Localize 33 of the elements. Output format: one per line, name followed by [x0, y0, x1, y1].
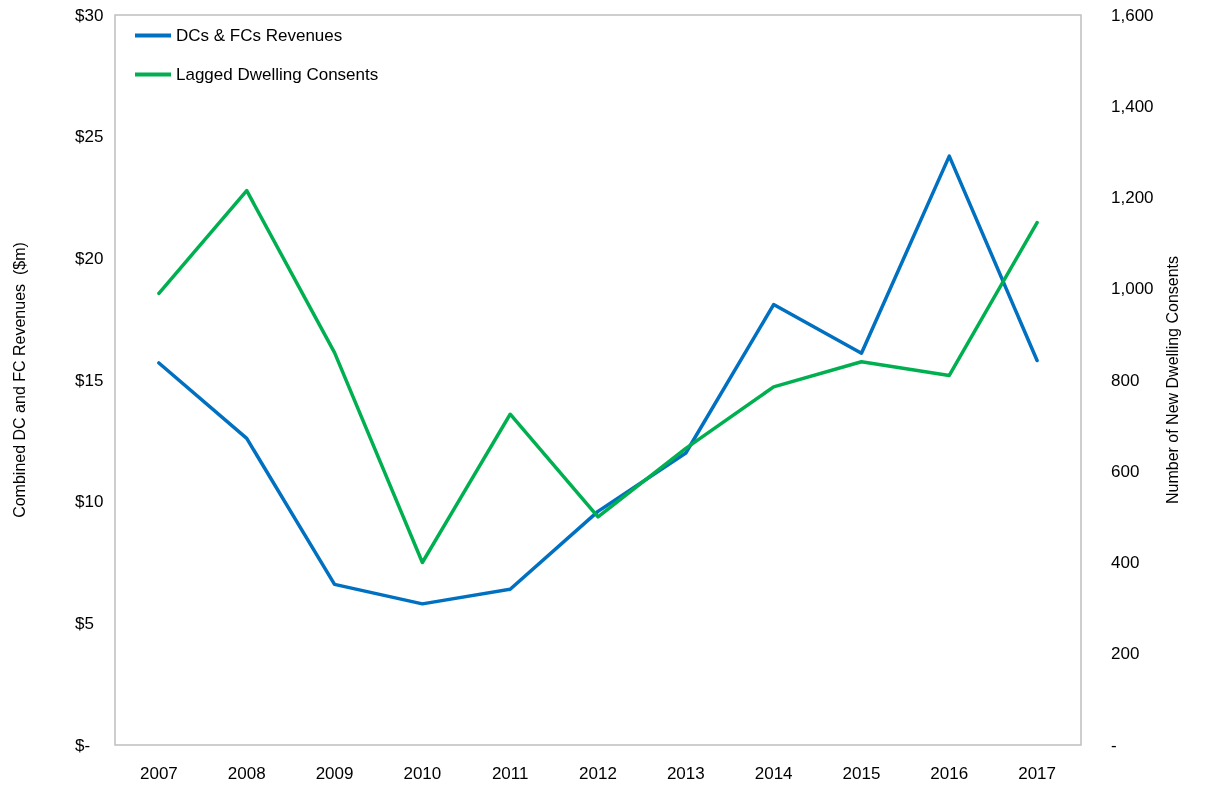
y2-tick-label: 600 — [1111, 461, 1140, 481]
y2-tick-label: 200 — [1111, 644, 1140, 664]
y-tick-label: $- — [75, 735, 91, 755]
y-tick-label: $5 — [75, 613, 94, 633]
line-series — [157, 154, 1039, 606]
x-tick-label: 2017 — [1018, 764, 1057, 783]
x-tick-label: 2007 — [140, 764, 178, 783]
y2-axis-title: Number of New Dwelling Consents — [1163, 255, 1181, 505]
y2-tick-label: 1,200 — [1111, 188, 1154, 207]
y-tick-label: $15 — [75, 370, 104, 390]
x-tick-label: 2016 — [930, 764, 969, 783]
x-tick-label: 2013 — [666, 764, 705, 783]
line-series — [157, 188, 1039, 565]
x-tick-label: 2008 — [227, 764, 266, 783]
y2-tick-label: 1,400 — [1111, 96, 1154, 116]
x-tick-label: 2010 — [403, 764, 442, 783]
y-tick-label: $10 — [75, 492, 104, 512]
legend-label: Lagged Dwelling Consents — [176, 65, 379, 84]
y-axis-title: Combined DC and FC Revenues ($m) — [10, 242, 28, 518]
y-tick-label: $20 — [75, 248, 104, 268]
y2-tick-label: - — [1111, 735, 1117, 755]
y2-tick-label: 1,600 — [1111, 5, 1154, 25]
x-tick-label: 2011 — [491, 764, 529, 783]
y-tick-label: $25 — [75, 127, 104, 147]
x-tick-label: 2015 — [842, 764, 881, 783]
x-tick-label: 2014 — [754, 764, 793, 783]
y2-tick-label: 400 — [1111, 553, 1140, 572]
x-tick-label: 2009 — [315, 764, 354, 783]
y2-tick-label: 800 — [1111, 370, 1140, 390]
legend-label: DCs & FCs Revenues — [176, 26, 343, 45]
x-tick-label: 2012 — [579, 764, 617, 783]
y-tick-label: $30 — [75, 5, 104, 25]
y2-tick-label: 1,000 — [1111, 279, 1154, 299]
